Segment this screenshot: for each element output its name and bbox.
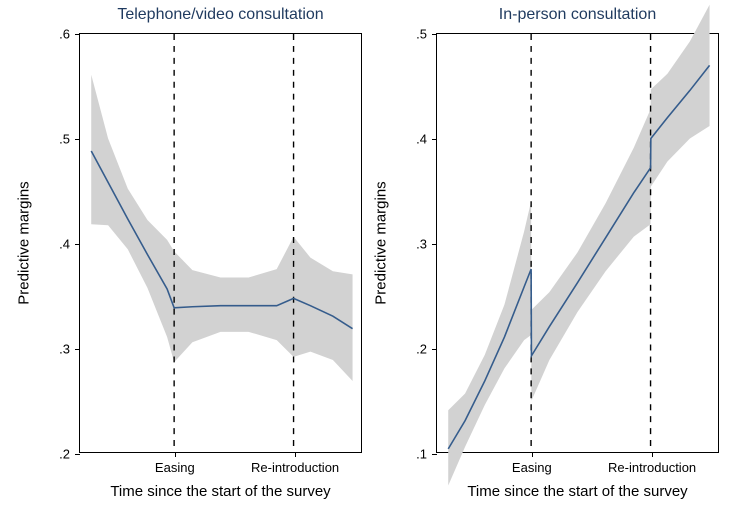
y-tick-mark — [432, 34, 437, 35]
x-tick-mark — [652, 452, 653, 457]
y-axis-title-right: Predictive margins — [373, 181, 390, 304]
plot-svg-right — [437, 34, 718, 452]
confidence-band — [448, 5, 709, 486]
panel-title-right: In-person consultation — [436, 6, 719, 24]
y-tick-mark — [432, 244, 437, 245]
y-tick-mark — [432, 349, 437, 350]
y-tick-mark — [432, 139, 437, 140]
figure: Telephone/video consultation Predictive … — [0, 0, 738, 520]
y-tick-mark — [432, 454, 437, 455]
x-axis-title-right: Time since the start of the survey — [436, 483, 719, 500]
panel-inperson: In-person consultation Predictive margin… — [0, 0, 738, 520]
x-tick-mark — [532, 452, 533, 457]
plot-region-right: .1.2.3.4.5EasingRe-introduction — [436, 33, 719, 453]
